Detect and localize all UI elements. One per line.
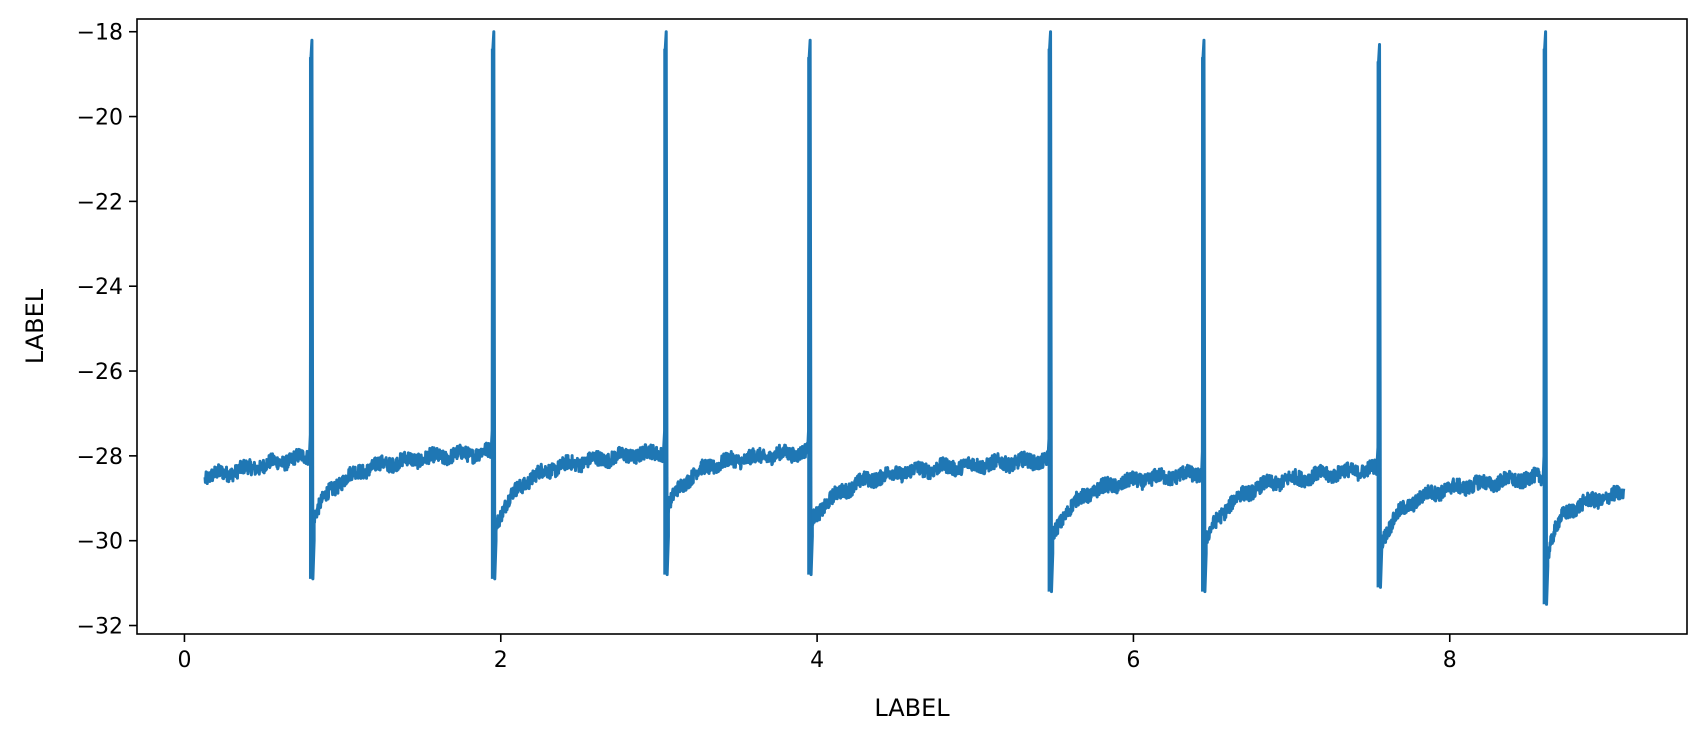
axes: 0 2 4 6 8 −32 −30 −28 −26 −24 −22 −20 −18 [77, 18, 1688, 673]
y-tick-label: −22 [77, 190, 123, 215]
series-line [203, 30, 1626, 606]
axes-frame [136, 18, 1688, 635]
x-tick-label: 8 [1443, 648, 1457, 673]
x-tick-label: 2 [494, 648, 508, 673]
x-axis-label: LABEL [874, 694, 950, 722]
plot-area [203, 30, 1626, 606]
y-tick-label: −20 [77, 106, 123, 131]
y-axis-label: LABEL [21, 288, 49, 364]
y-tick-label: −28 [77, 445, 123, 470]
y-tick-label: −26 [77, 360, 123, 385]
x-tick-label: 6 [1126, 648, 1140, 673]
y-tick-label: −18 [77, 21, 123, 46]
x-tick-label: 4 [810, 648, 824, 673]
y-tick-label: −32 [77, 615, 123, 640]
y-tick-label: −24 [77, 275, 123, 300]
x-tick-label: 0 [177, 648, 191, 673]
y-tick-label: −30 [77, 530, 123, 555]
